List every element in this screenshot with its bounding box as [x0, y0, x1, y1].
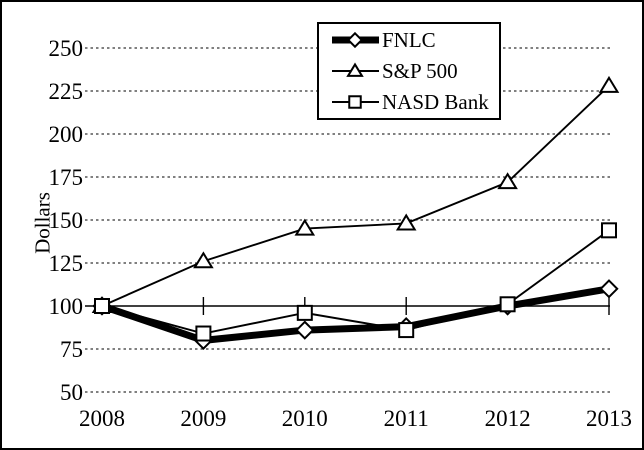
y-tick-label: 100 — [49, 294, 84, 319]
y-axis-title: Dollars — [30, 192, 55, 254]
y-tick-label: 200 — [49, 122, 84, 147]
legend-label-sp500: S&P 500 — [382, 58, 458, 83]
square-marker-icon — [94, 298, 110, 314]
y-tick-label: 225 — [49, 79, 84, 104]
triangle-marker-icon — [497, 172, 518, 190]
series-line-nasd-bank — [101, 229, 610, 335]
x-tick-label: 2011 — [384, 406, 429, 431]
square-marker-icon — [398, 322, 415, 339]
legend-square-marker-icon — [332, 95, 379, 109]
legend-item-fnlc: FNLC — [332, 25, 499, 56]
triangle-marker-icon — [294, 218, 316, 236]
diamond-marker-icon — [346, 31, 364, 49]
series-line-fnlc — [100, 285, 610, 344]
x-tick-label: 2012 — [485, 406, 531, 431]
square-marker-icon — [348, 95, 362, 109]
legend-triangle-marker-icon — [332, 62, 379, 77]
x-tick-label: 2009 — [180, 406, 226, 431]
y-tick-label: 150 — [49, 208, 84, 233]
y-tick-label: 75 — [60, 337, 83, 362]
square-marker-icon — [499, 296, 516, 313]
triangle-marker-icon — [395, 213, 417, 231]
y-tick-label: 175 — [49, 165, 84, 190]
legend-item-sp500: S&P 500 — [332, 56, 499, 87]
y-tick-label: 50 — [60, 380, 83, 405]
triangle-marker-icon — [598, 75, 620, 93]
diamond-marker-icon — [295, 320, 315, 340]
legend-diamond-marker-icon — [332, 31, 379, 49]
square-marker-icon — [195, 325, 212, 342]
series-line-s-p-500 — [101, 85, 610, 307]
legend-item-nasd-bank: NASD Bank — [332, 87, 499, 118]
x-tick-label: 2008 — [79, 406, 125, 431]
legend-label-nasd-bank: NASD Bank — [382, 89, 489, 114]
legend-label-fnlc: FNLC — [382, 27, 436, 52]
x-tick-label: 2013 — [586, 406, 632, 431]
y-tick-label: 250 — [49, 36, 84, 61]
y-tick-label: 125 — [49, 251, 84, 276]
x-tick-label: 2010 — [282, 406, 328, 431]
triangle-marker-icon — [346, 62, 364, 77]
square-marker-icon — [296, 304, 313, 321]
triangle-marker-icon — [193, 251, 214, 269]
diamond-marker-icon — [599, 279, 619, 299]
legend: FNLC S&P 500 NASD Bank — [317, 22, 501, 120]
square-marker-icon — [601, 222, 617, 239]
